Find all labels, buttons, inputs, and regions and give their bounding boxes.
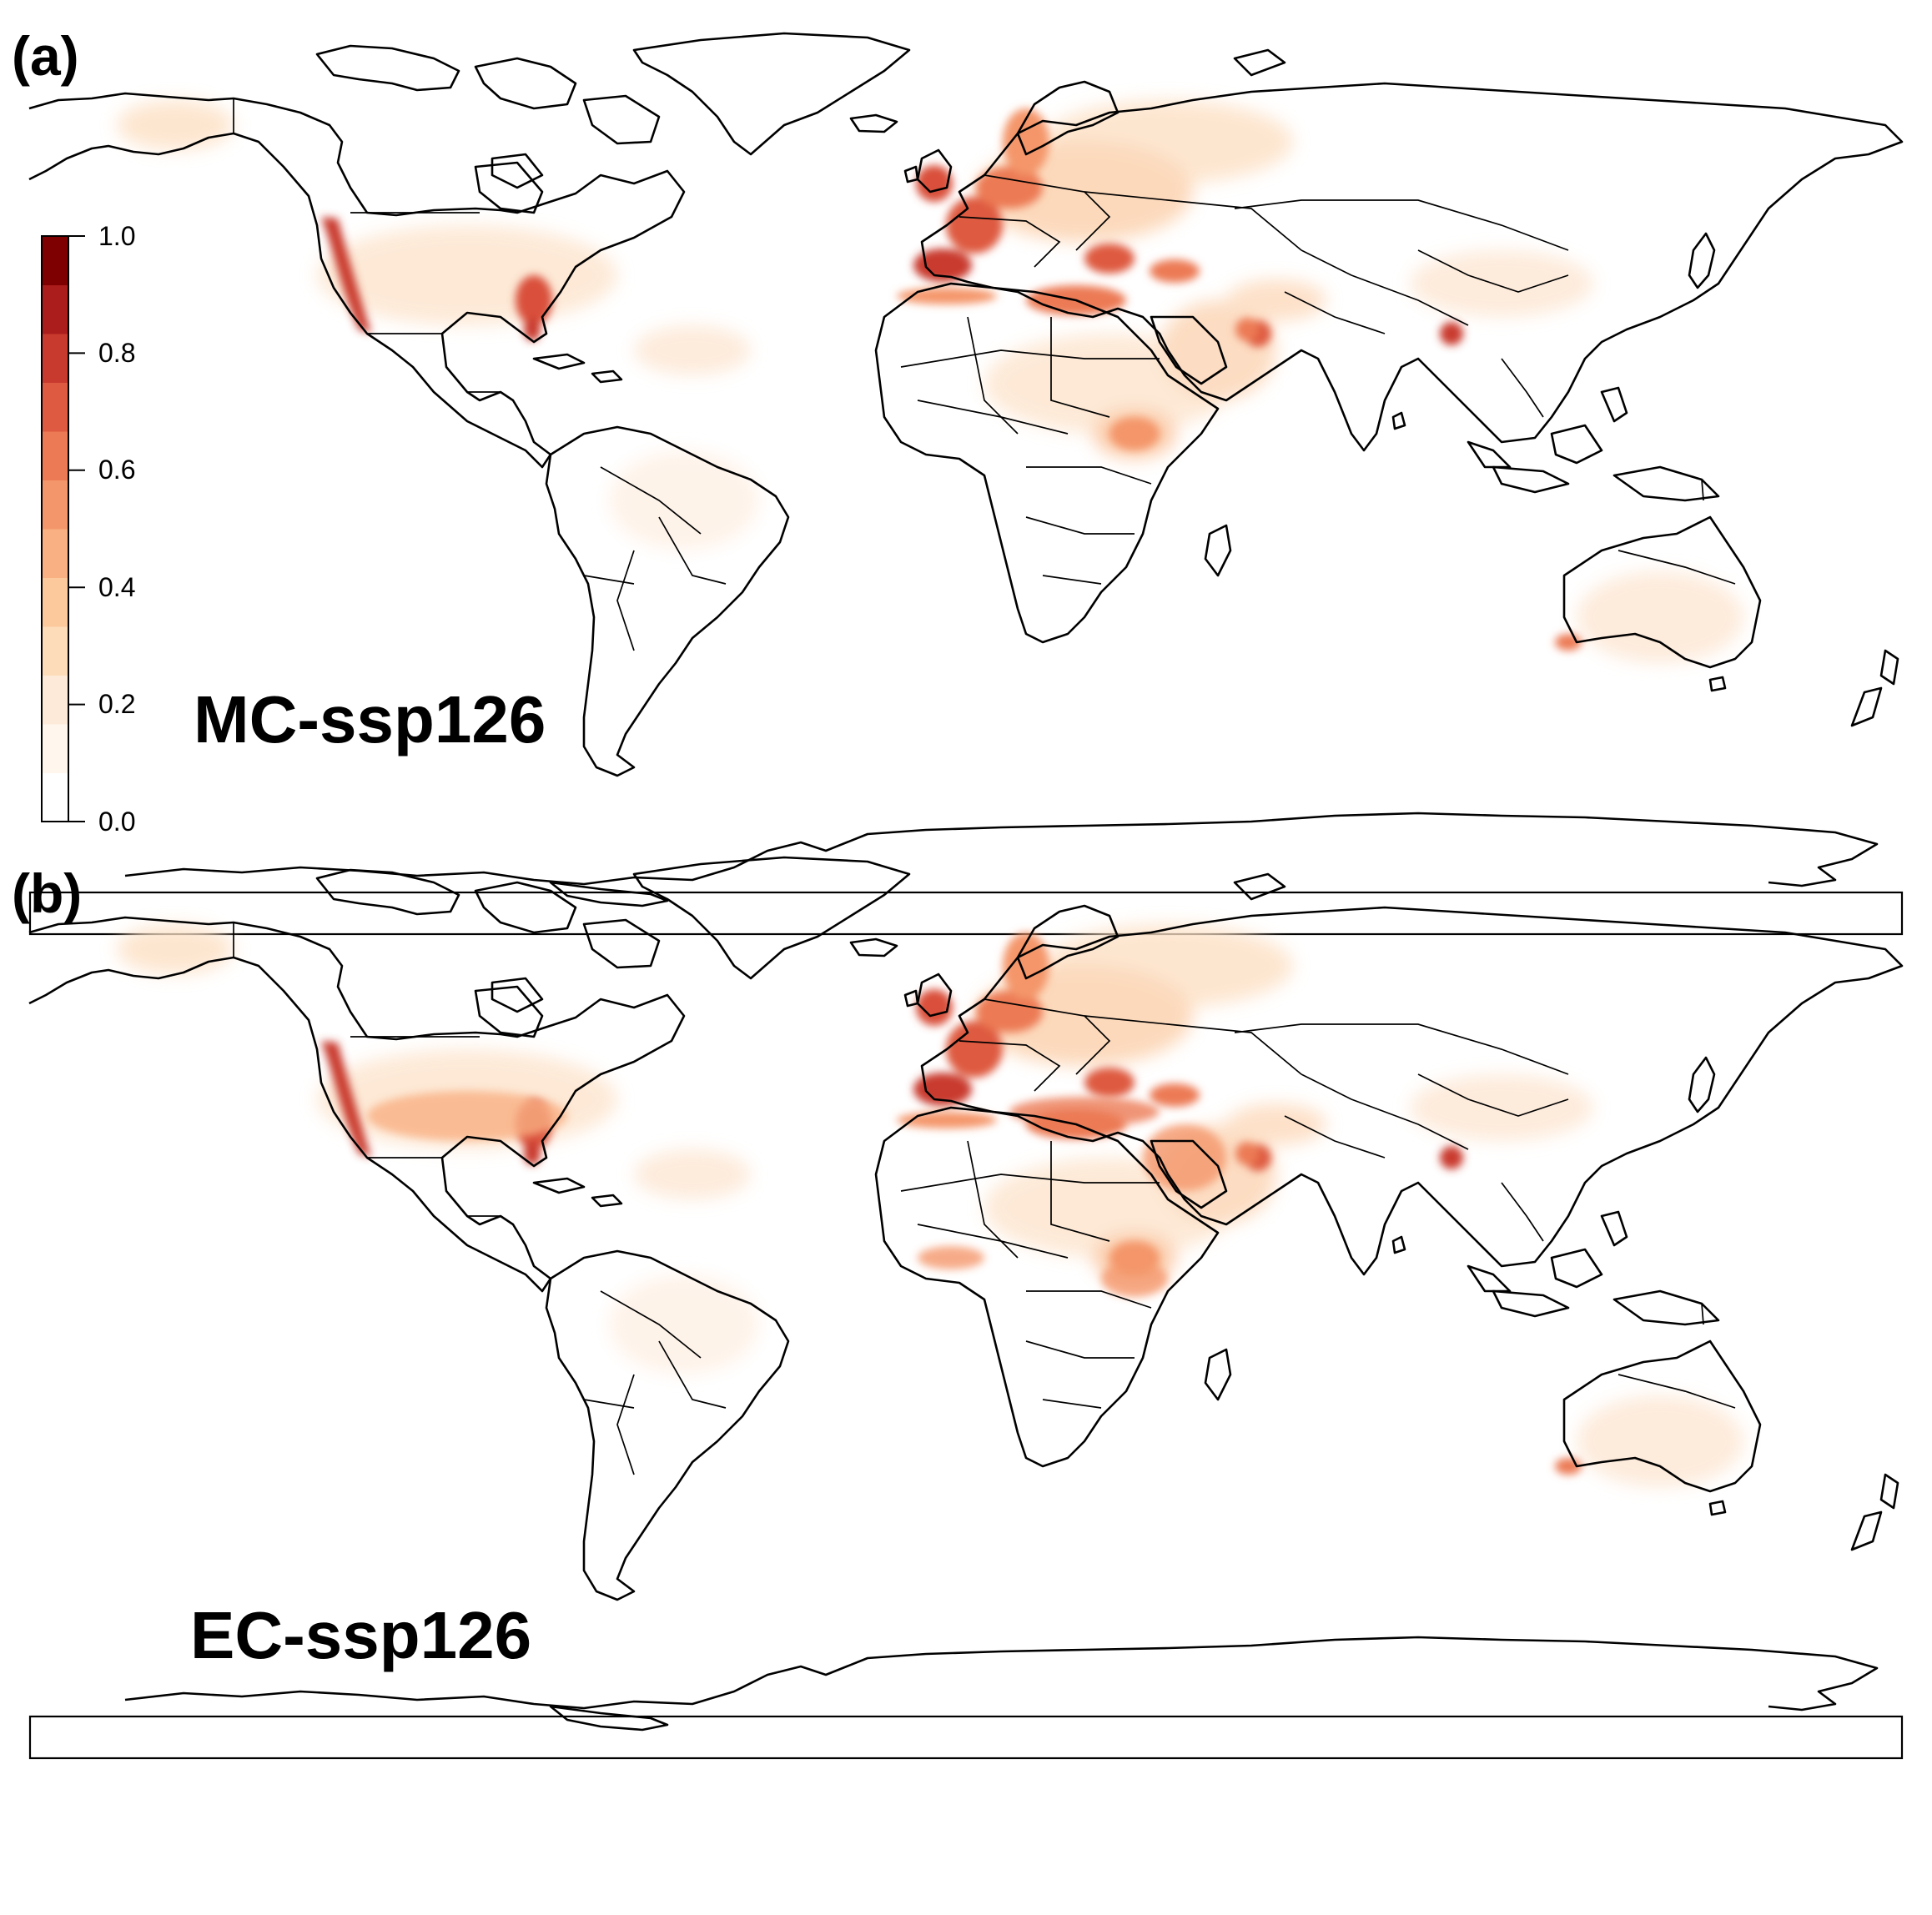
color-legend: 0.0 0.2 0.4 0.6 0.8 1.0 bbox=[41, 221, 135, 837]
panel-b-frame bbox=[28, 1715, 1904, 1760]
legend-tick-label-5: 1.0 bbox=[98, 221, 135, 251]
legend-color-step bbox=[42, 284, 68, 334]
panel-b-scenario-label: EC-ssp126 bbox=[190, 1598, 531, 1672]
legend-color-step bbox=[42, 772, 68, 822]
legend-tick-label-4: 0.8 bbox=[98, 338, 135, 368]
legend-color-step bbox=[42, 529, 68, 578]
panel-a: (a) MC-ssp126 0.0 0.2 0.4 0.6 0.8 1.0 bbox=[12, 25, 1904, 936]
legend-color-step bbox=[42, 431, 68, 480]
legend-color-step bbox=[42, 577, 68, 627]
legend-outline bbox=[41, 235, 69, 822]
panel-a-map bbox=[28, 32, 1904, 907]
legend-tick-label-0: 0.0 bbox=[98, 807, 135, 837]
panel-b-heatmap bbox=[117, 924, 1743, 1487]
legend-color-bar bbox=[42, 236, 68, 822]
legend-color-step bbox=[42, 480, 68, 530]
legend-ticks bbox=[68, 235, 85, 822]
panel-a-scenario-label: MC-ssp126 bbox=[194, 682, 546, 756]
panel-a-letter: (a) bbox=[12, 25, 79, 87]
legend-tick-label-3: 0.6 bbox=[98, 455, 135, 485]
legend-color-step bbox=[42, 626, 68, 676]
legend-color-step bbox=[42, 236, 68, 285]
legend-color-step bbox=[42, 334, 68, 383]
panel-a-frame bbox=[28, 891, 1904, 936]
panel-b: (b) EC-ssp126 bbox=[12, 856, 1904, 1760]
legend-tick-label-2: 0.4 bbox=[98, 572, 135, 602]
legend-color-step bbox=[42, 724, 68, 773]
legend-color-step bbox=[42, 675, 68, 725]
legend-tick-label-1: 0.2 bbox=[98, 689, 135, 719]
legend-color-step bbox=[42, 382, 68, 432]
panel-b-letter: (b) bbox=[12, 862, 82, 924]
panel-a-heatmap bbox=[117, 100, 1743, 663]
